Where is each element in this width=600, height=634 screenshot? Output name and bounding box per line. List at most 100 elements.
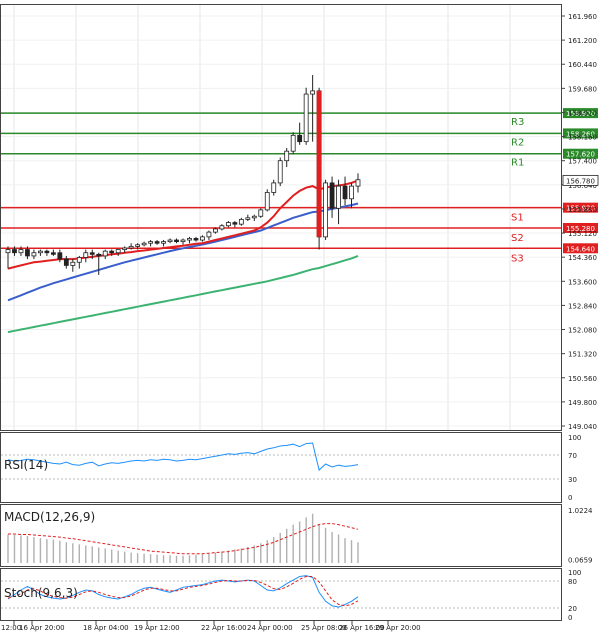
candle-body: [251, 215, 257, 219]
rsi-indicator: 100 70 30 0: [1, 434, 581, 502]
level-tag-text-r1: 157.620: [566, 151, 595, 159]
candle: [57, 249, 63, 263]
rsi-tick-label: 0: [568, 494, 572, 502]
candle-body: [109, 250, 115, 254]
candle: [238, 217, 244, 226]
candle: [336, 179, 341, 225]
rsi-panel: [0, 432, 562, 503]
candle-body: [115, 249, 121, 254]
candle-body: [206, 231, 212, 238]
candle: [284, 148, 290, 168]
candle: [18, 246, 24, 256]
candle: [251, 214, 257, 221]
candle-body: [258, 209, 264, 217]
candle: [193, 236, 199, 242]
level-tag-s2: [563, 222, 598, 233]
candle: [83, 249, 89, 263]
candle-body: [200, 236, 205, 241]
candle-body: [323, 182, 328, 238]
candle-body: [174, 239, 179, 243]
candle: [329, 176, 335, 218]
candle-body: [96, 253, 102, 257]
candle: [141, 241, 147, 247]
candle: [271, 179, 277, 196]
stoch-tick-label: 20: [568, 605, 577, 613]
time-tick-label: 16 Apr 20:00: [19, 624, 65, 632]
candle-body: [83, 252, 89, 258]
candle-body: [245, 217, 251, 220]
stoch-tick-label: 0: [568, 614, 572, 622]
candle-body: [238, 219, 244, 225]
candle: [310, 75, 316, 142]
candle: [258, 208, 264, 218]
candle: [180, 238, 186, 245]
level-tag-s1: [563, 202, 598, 213]
rsi-label: RSI(14): [4, 458, 48, 472]
current-price-tag: [562, 174, 599, 186]
rsi-line: [7, 442, 359, 471]
candle: [232, 221, 238, 228]
price-tick-label: 158.920: [568, 109, 597, 117]
candle-body: [213, 228, 218, 233]
candle: [96, 252, 102, 275]
candle-body: [180, 239, 186, 243]
price-tick-label: 158.160: [568, 134, 597, 142]
candlesticks: [5, 75, 361, 275]
candle: [70, 259, 76, 272]
candle: [31, 249, 37, 260]
candle-body: [232, 222, 238, 225]
ma-green-line: [7, 254, 359, 334]
level-tag-text-s2: 155.280: [566, 225, 595, 233]
price-tick-label: 161.200: [568, 37, 597, 45]
candle-body: [161, 241, 166, 244]
candle-body: [277, 160, 283, 184]
macd-panel: [0, 504, 562, 567]
macd-tick-label: 1.0224: [568, 507, 593, 515]
candle-body: [264, 192, 270, 211]
candle-body: [284, 150, 290, 162]
candle: [277, 157, 283, 187]
candle: [161, 240, 166, 247]
candle: [12, 246, 17, 256]
candle-body-highlight: [316, 90, 322, 237]
candle-body: [310, 90, 316, 95]
price-axis: 161.960 161.200 160.440 159.680 158.920 158.1…: [561, 13, 599, 431]
candle: [200, 235, 205, 242]
candle-body: [89, 252, 95, 255]
time-tick-label: 19 Apr 12:00: [134, 624, 180, 632]
candle-body: [329, 182, 335, 209]
stoch-tick-label: 80: [568, 578, 577, 586]
stoch-signal-line: [7, 576, 359, 607]
candle-body: [303, 93, 309, 143]
macd-signal-line: [8, 523, 359, 555]
level-tag-r3: [563, 108, 598, 119]
candle-body: [187, 238, 192, 241]
price-tick-label: 155.880: [568, 206, 597, 214]
candle-body: [193, 238, 199, 241]
time-tick-label: 25 Apr 08:00: [301, 624, 347, 632]
time-tick-label: 22 Apr 16:00: [201, 624, 247, 632]
candle: [213, 227, 218, 234]
candle: [290, 132, 296, 155]
level-tag-s3: [563, 243, 598, 254]
candle-body: [76, 257, 82, 263]
level-name-s1: S1: [511, 213, 524, 224]
price-tick-label: 151.320: [568, 351, 597, 359]
candle: [154, 240, 160, 245]
candle-body: [336, 185, 341, 209]
candle: [167, 238, 173, 244]
candle-body: [219, 225, 225, 230]
level-tag-r2: [563, 128, 598, 139]
candle: [219, 224, 225, 231]
stoch-label: Stoch(9,6,3): [4, 586, 78, 600]
level-name-r2: R2: [511, 137, 524, 148]
level-tag-text-s3: 154.640: [566, 245, 595, 253]
candle-body: [290, 134, 296, 152]
candle: [63, 255, 69, 269]
main-panel: [0, 4, 562, 431]
candle-body: [148, 241, 153, 244]
price-tick-label: 149.040: [568, 423, 597, 431]
